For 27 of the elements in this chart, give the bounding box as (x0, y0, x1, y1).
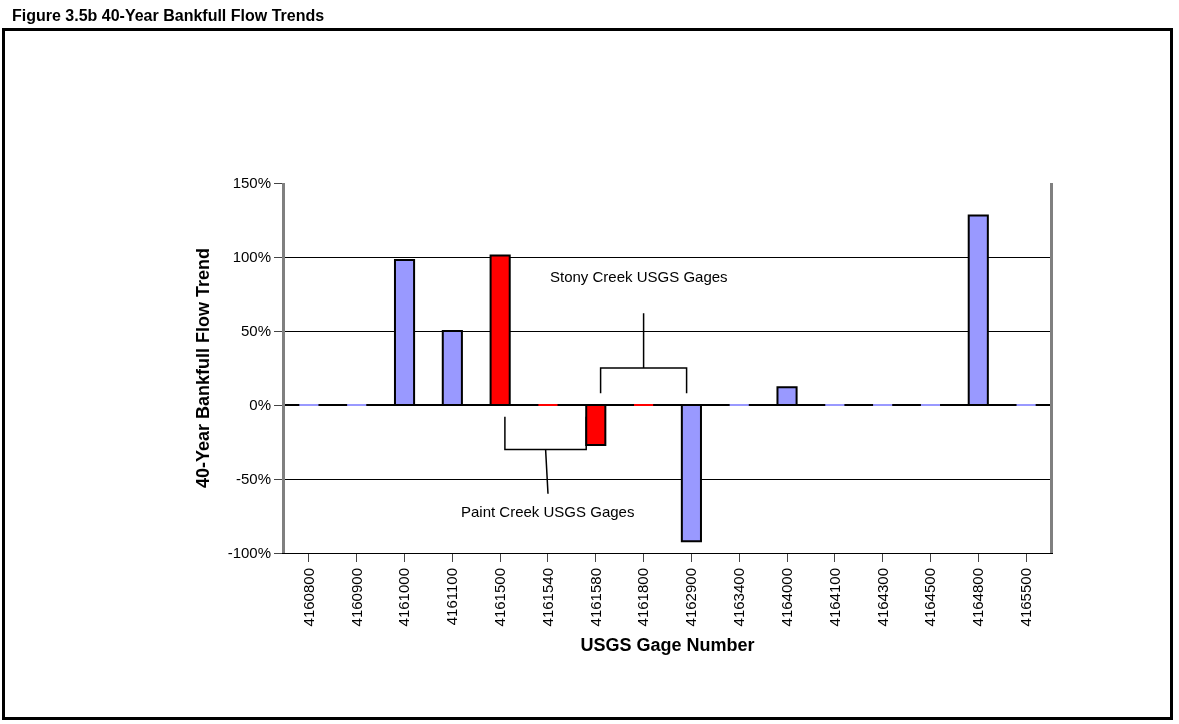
y-tick-label: 150% (232, 174, 271, 192)
x-tick-label: 4161100 (443, 568, 461, 626)
x-tick-label: 4161500 (491, 568, 509, 627)
x-tick-label: 4161000 (395, 568, 413, 627)
x-tick-label: 4165500 (1016, 568, 1034, 627)
annotation: Paint Creek USGS Gages (461, 503, 635, 520)
y-tick-label: -50% (235, 470, 271, 488)
x-axis-title: USGS Gage Number (580, 634, 755, 655)
y-tick-label: 0% (249, 396, 271, 414)
x-tick-label: 4163400 (730, 568, 748, 627)
y-tick-label: 100% (232, 248, 271, 266)
x-tick-label: 4161540 (538, 568, 556, 627)
x-tick-label: 4164500 (921, 568, 939, 627)
x-tick-label: 4161580 (586, 568, 604, 627)
y-axis-title: 40-Year Bankfull Flow Trend (192, 247, 213, 489)
x-tick-label: 4164100 (825, 568, 843, 627)
x-tick-label: 4162900 (682, 568, 700, 627)
x-tick-label: 4164000 (777, 568, 795, 627)
x-tick-label: 4161800 (634, 568, 652, 627)
y-tick-label: -100% (227, 544, 271, 562)
x-tick-label: 4160900 (347, 568, 365, 627)
x-tick-label: 4164300 (873, 568, 891, 627)
x-tick-label: 4164800 (969, 568, 987, 627)
chart-title: Figure 3.5b 40-Year Bankfull Flow Trends (12, 7, 325, 24)
x-tick-label: 4160800 (299, 568, 317, 627)
y-tick-label: 50% (240, 322, 271, 340)
annotation: Stony Creek USGS Gages (550, 268, 728, 285)
